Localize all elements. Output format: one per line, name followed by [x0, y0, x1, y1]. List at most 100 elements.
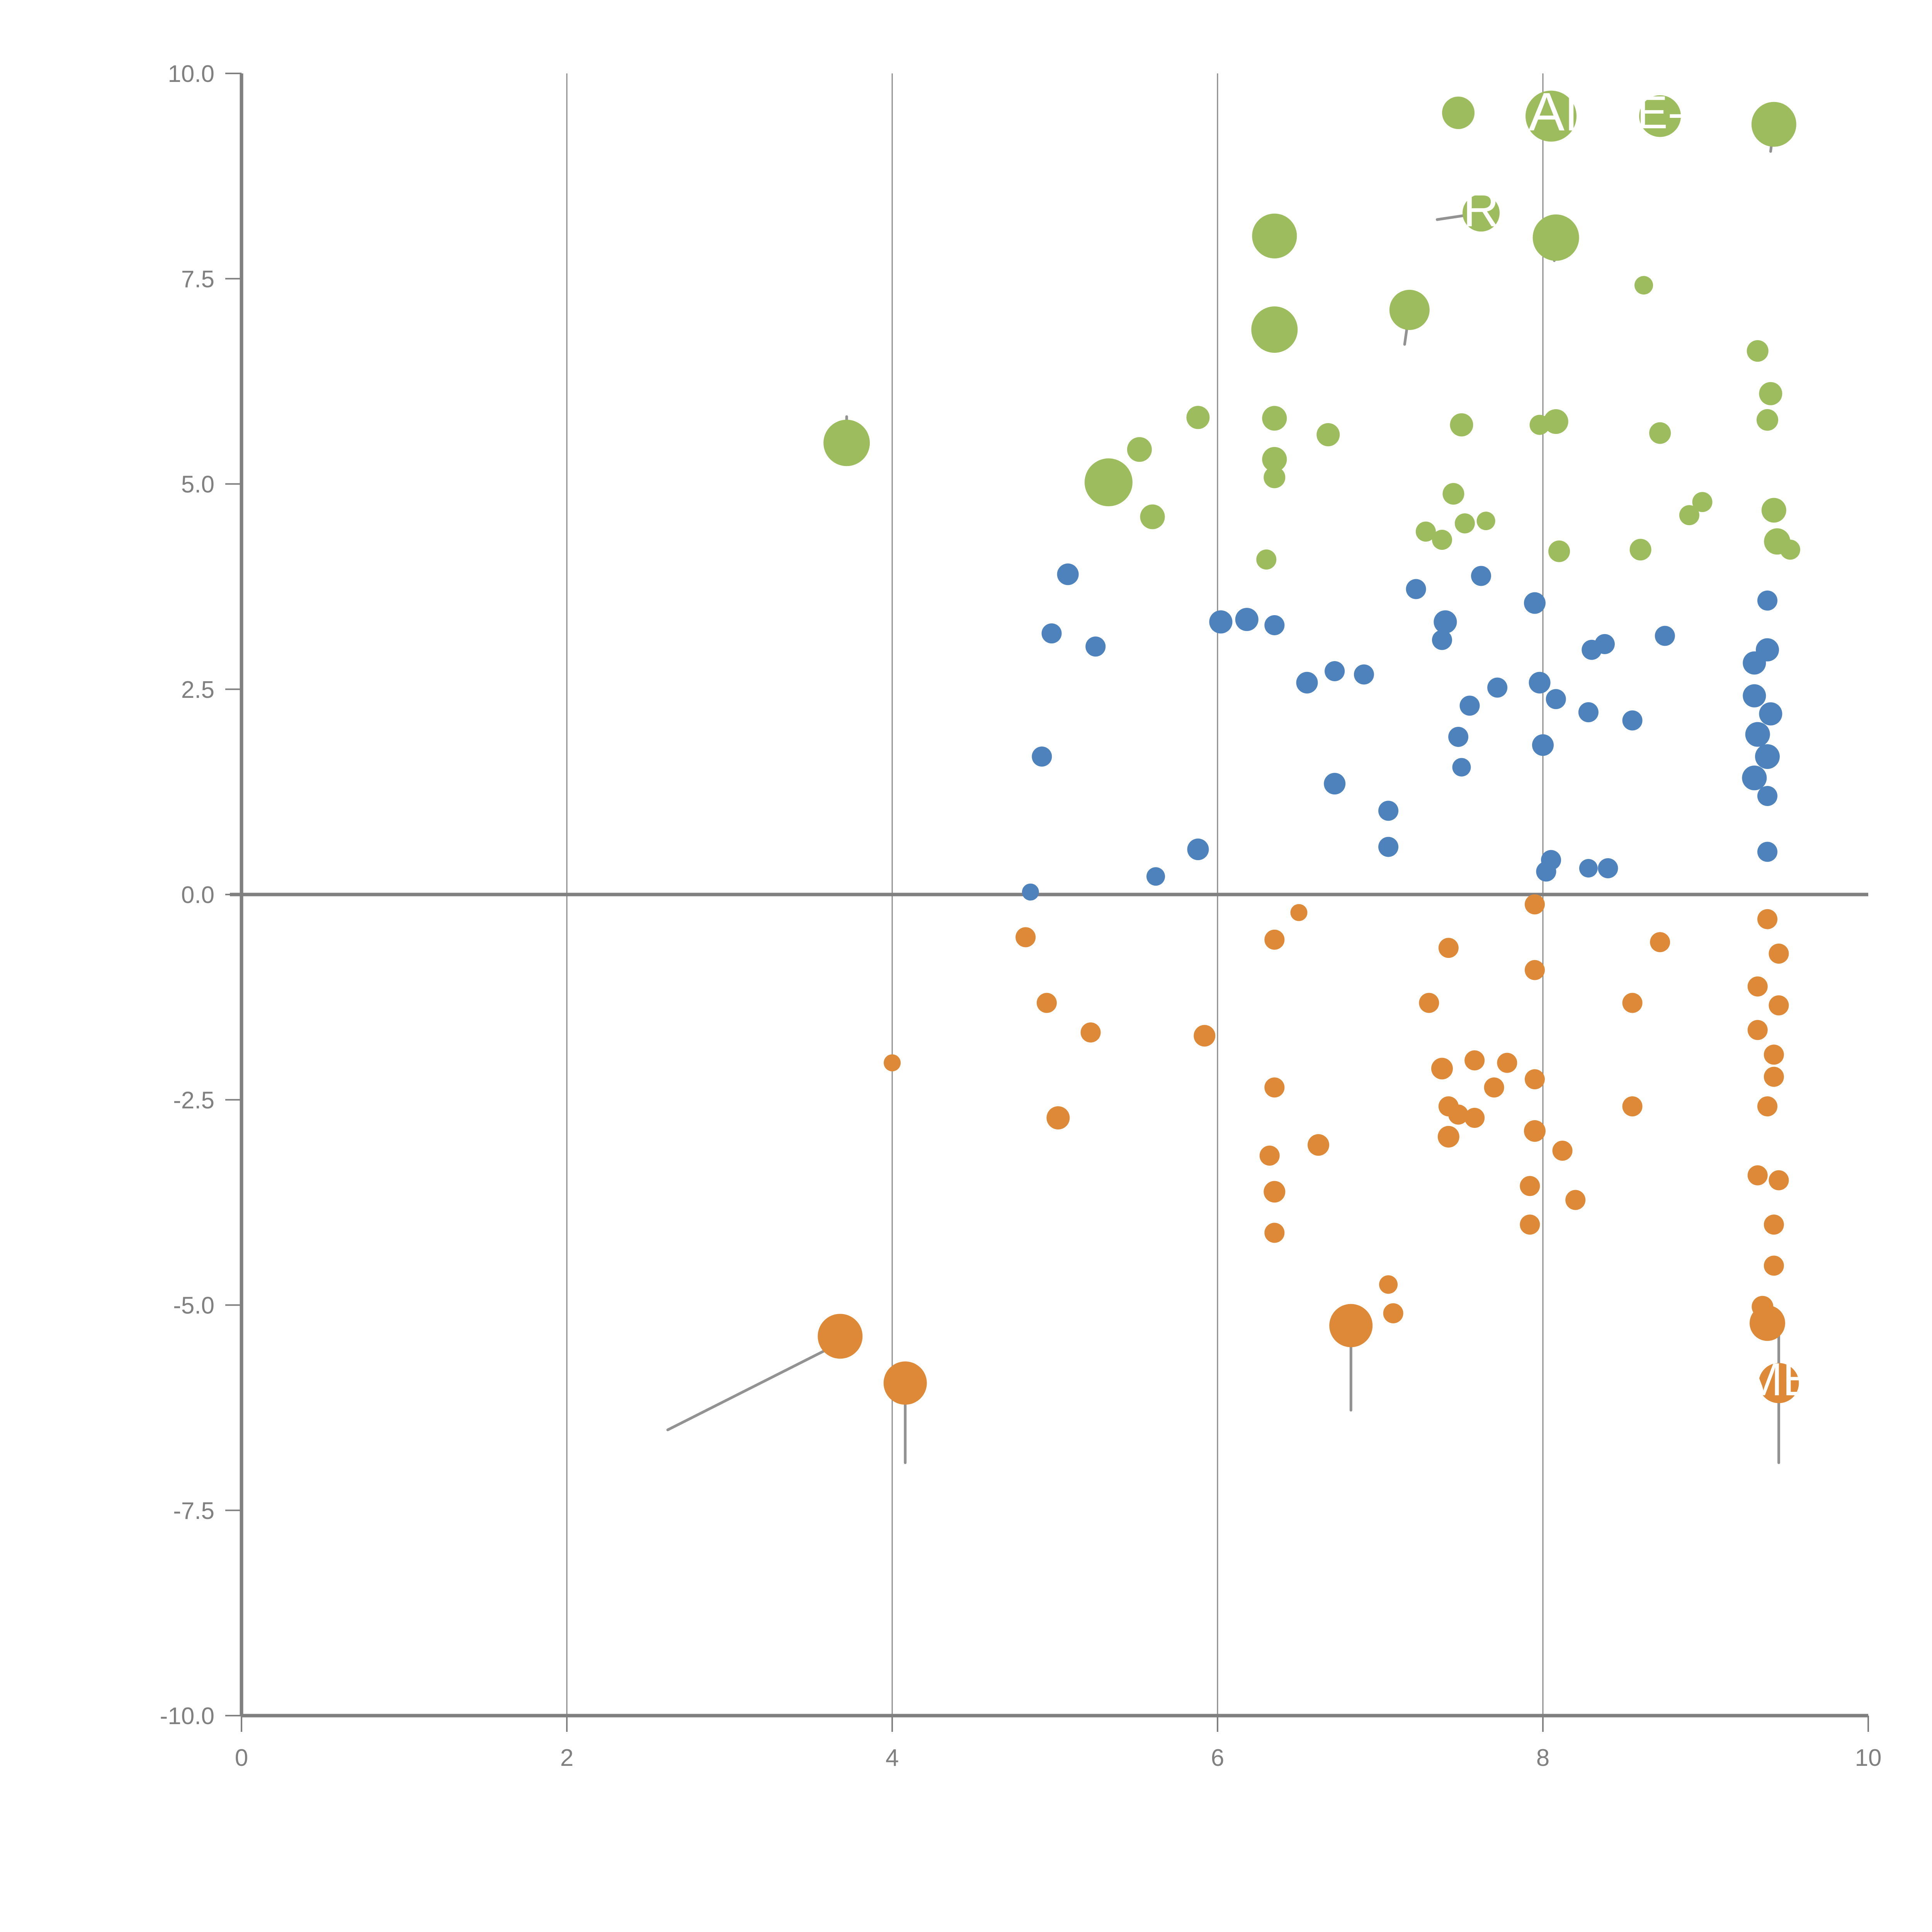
data-point-blue[interactable]	[1057, 563, 1079, 585]
data-point-green[interactable]	[1751, 102, 1796, 147]
data-point-blue[interactable]	[1296, 672, 1318, 694]
data-point-orange[interactable]	[1431, 1058, 1453, 1080]
data-point-green[interactable]	[1548, 540, 1570, 562]
data-point-orange[interactable]	[1769, 1170, 1789, 1190]
data-point-green[interactable]	[1450, 413, 1473, 437]
data-point-orange[interactable]	[1524, 960, 1545, 980]
data-point-blue[interactable]	[1146, 867, 1165, 886]
data-point-green[interactable]	[1256, 549, 1277, 570]
data-point-orange[interactable]	[1497, 1053, 1517, 1073]
data-point-green[interactable]	[1251, 306, 1298, 353]
data-point-green[interactable]	[1747, 340, 1769, 362]
data-point-blue[interactable]	[1448, 727, 1469, 747]
data-point-green[interactable]	[1454, 513, 1475, 534]
data-point-orange[interactable]	[1438, 938, 1459, 958]
data-point-green[interactable]	[1634, 276, 1653, 295]
data-point-orange[interactable]	[1383, 1303, 1403, 1323]
data-point-blue[interactable]	[1743, 684, 1766, 707]
data-point-orange[interactable]	[1264, 1181, 1286, 1203]
data-point-blue[interactable]	[1032, 747, 1052, 767]
data-point-green[interactable]	[1543, 409, 1568, 434]
data-point-green[interactable]	[1463, 194, 1500, 232]
data-point-blue[interactable]	[1594, 634, 1615, 654]
data-point-green[interactable]	[1432, 530, 1452, 550]
data-point-green[interactable]	[1476, 512, 1495, 531]
data-point-orange[interactable]	[1437, 1126, 1459, 1148]
data-point-green[interactable]	[1264, 466, 1286, 488]
data-point-blue[interactable]	[1378, 837, 1399, 857]
data-point-orange[interactable]	[1520, 1176, 1540, 1196]
data-point-orange[interactable]	[1015, 927, 1036, 947]
data-point-green[interactable]	[1084, 458, 1133, 507]
data-point-blue[interactable]	[1378, 801, 1399, 821]
data-point-blue[interactable]	[1655, 626, 1675, 646]
data-point-orange[interactable]	[1764, 1044, 1784, 1065]
data-point-blue[interactable]	[1759, 702, 1782, 726]
data-point-orange[interactable]	[1749, 1305, 1785, 1341]
data-point-orange[interactable]	[1757, 1096, 1777, 1117]
data-point-green[interactable]	[1780, 539, 1800, 560]
data-point-orange[interactable]	[1419, 993, 1439, 1013]
data-point-blue[interactable]	[1022, 883, 1039, 901]
data-point-orange[interactable]	[1764, 1066, 1784, 1087]
data-point-orange[interactable]	[1290, 904, 1308, 921]
data-point-orange[interactable]	[1747, 976, 1768, 997]
data-point-orange[interactable]	[1524, 1069, 1545, 1090]
data-point-green[interactable]	[1529, 415, 1550, 435]
data-point-orange[interactable]	[1194, 1025, 1216, 1047]
data-point-orange[interactable]	[883, 1361, 927, 1405]
data-point-blue[interactable]	[1546, 689, 1566, 709]
data-point-green[interactable]	[1629, 539, 1651, 561]
data-point-green[interactable]	[1186, 406, 1210, 429]
data-point-green[interactable]	[1639, 95, 1681, 137]
data-point-green[interactable]	[1756, 409, 1778, 431]
data-point-orange[interactable]	[1764, 1214, 1784, 1235]
data-point-blue[interactable]	[1532, 734, 1554, 756]
data-point-orange[interactable]	[1769, 995, 1789, 1015]
data-point-blue[interactable]	[1324, 773, 1346, 795]
data-point-blue[interactable]	[1432, 630, 1452, 650]
data-point-orange[interactable]	[1308, 1134, 1330, 1156]
data-point-blue[interactable]	[1452, 758, 1471, 777]
data-point-orange[interactable]	[1747, 1165, 1768, 1185]
data-point-blue[interactable]	[1209, 610, 1233, 634]
data-point-orange[interactable]	[1622, 993, 1643, 1013]
data-point-green[interactable]	[1649, 422, 1671, 444]
data-point-green[interactable]	[1442, 483, 1464, 505]
data-point-blue[interactable]	[1598, 858, 1618, 878]
data-point-green[interactable]	[1526, 90, 1577, 142]
data-point-blue[interactable]	[1354, 664, 1374, 685]
data-point-orange[interactable]	[1264, 1077, 1285, 1098]
data-point-blue[interactable]	[1524, 592, 1546, 614]
data-point-orange[interactable]	[1379, 1275, 1398, 1294]
data-point-orange[interactable]	[1264, 1223, 1285, 1243]
data-point-green[interactable]	[1442, 97, 1475, 129]
data-point-green[interactable]	[1316, 423, 1340, 446]
data-point-orange[interactable]	[1036, 993, 1057, 1013]
data-point-green[interactable]	[1262, 447, 1287, 472]
data-point-blue[interactable]	[1578, 702, 1599, 723]
data-point-green[interactable]	[1262, 406, 1287, 431]
data-point-orange[interactable]	[1552, 1141, 1573, 1161]
data-point-orange[interactable]	[1046, 1106, 1070, 1129]
data-point-blue[interactable]	[1579, 859, 1598, 878]
data-point-blue[interactable]	[1622, 710, 1643, 731]
data-point-green[interactable]	[1389, 290, 1430, 330]
data-point-blue[interactable]	[1459, 696, 1480, 716]
data-point-blue[interactable]	[1264, 615, 1285, 635]
data-point-orange[interactable]	[1764, 1255, 1784, 1276]
data-point-blue[interactable]	[1757, 786, 1777, 806]
data-point-green[interactable]	[1532, 214, 1579, 261]
data-point-blue[interactable]	[1743, 651, 1766, 675]
data-point-blue[interactable]	[1187, 838, 1209, 861]
data-point-orange[interactable]	[1329, 1304, 1373, 1347]
data-point-orange[interactable]	[1650, 932, 1670, 952]
data-point-blue[interactable]	[1757, 842, 1777, 862]
data-point-green[interactable]	[823, 420, 870, 466]
data-point-blue[interactable]	[1541, 850, 1561, 870]
data-point-orange[interactable]	[1524, 894, 1545, 915]
data-point-blue[interactable]	[1235, 608, 1259, 631]
data-point-blue[interactable]	[1406, 579, 1426, 599]
data-point-orange[interactable]	[1464, 1108, 1485, 1128]
data-point-orange[interactable]	[1565, 1190, 1586, 1210]
